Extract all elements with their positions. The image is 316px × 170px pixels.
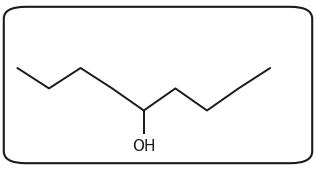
FancyBboxPatch shape xyxy=(4,7,312,163)
Text: OH: OH xyxy=(132,139,155,154)
